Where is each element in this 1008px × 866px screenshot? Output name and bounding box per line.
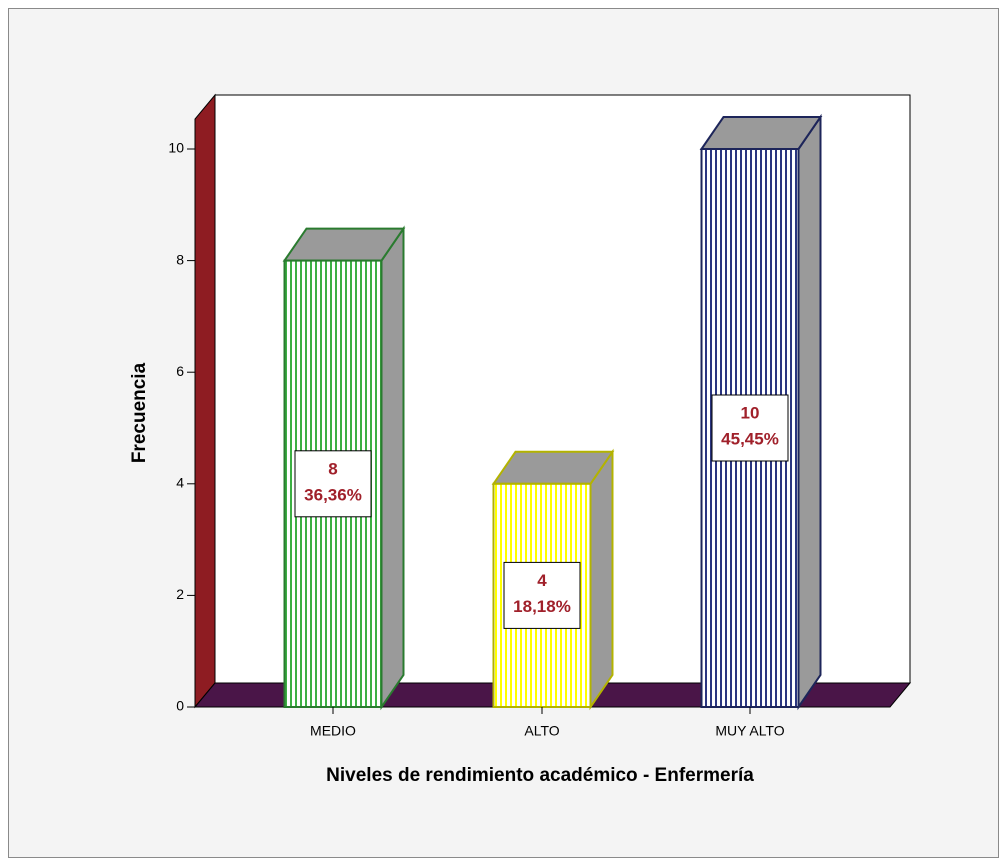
y-tick-label: 8 [176,251,184,267]
x-tick-label: MEDIO [310,723,356,739]
data-label-box [503,561,581,629]
percent-label: 36,36% [304,485,362,504]
bar-top [699,116,823,150]
y-tick-label: 0 [176,698,184,714]
y-tick-label: 4 [176,475,184,491]
percent-label: 18,18% [513,597,571,616]
percent-label: 45,45% [721,429,779,448]
bar-side [797,113,822,711]
y-axis-title: Frecuencia [129,362,150,463]
y-tick-label: 6 [176,363,184,379]
side-wall [194,93,216,709]
bar-top [491,450,615,485]
data-label: 4 [537,571,547,590]
y-tick-label: 2 [176,586,184,602]
bar-side [380,225,405,711]
bar-top [282,227,406,262]
x-tick-label: MUY ALTO [715,723,784,739]
x-tick-label: ALTO [524,723,559,739]
data-label: 8 [328,459,337,478]
bar-side [589,448,614,711]
data-label-box [294,450,372,518]
y-tick-label: 10 [168,140,184,156]
data-label: 10 [741,403,760,422]
x-axis-title: Niveles de rendimiento académico - Enfer… [326,765,754,786]
data-label-box [711,394,789,462]
